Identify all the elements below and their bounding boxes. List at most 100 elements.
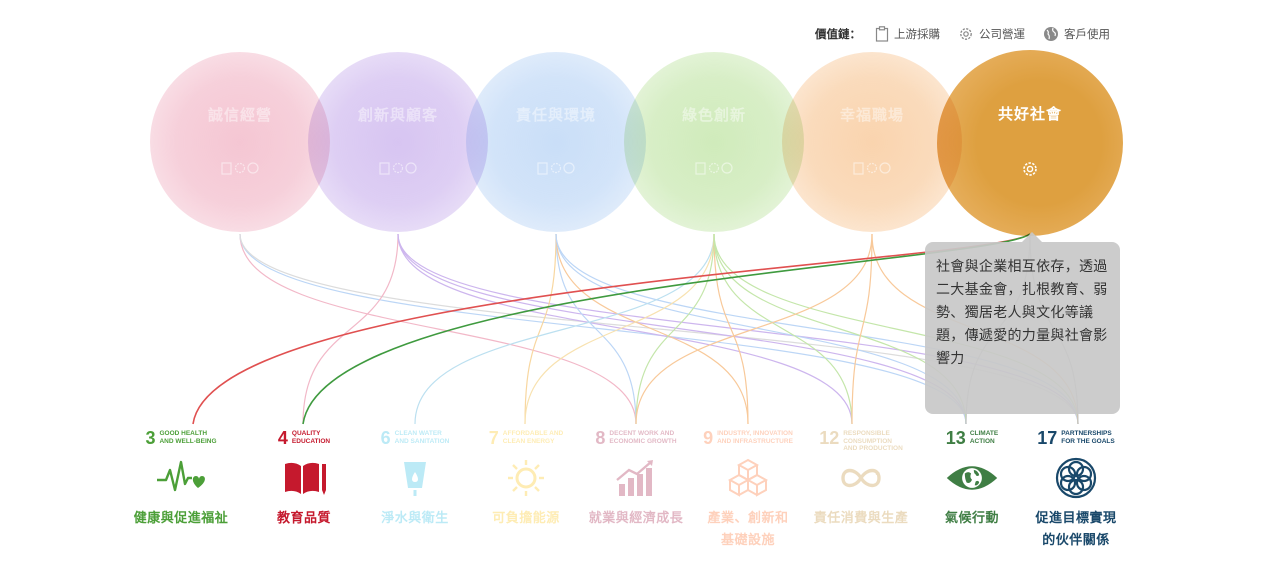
connection-curve [302, 233, 399, 425]
growth-chart-icon [609, 458, 663, 498]
sdg-subtitle: INDUSTRY, INNOVATION AND INFRASTRUCTURE [717, 430, 793, 445]
sdg-name: 氣候行動 [944, 511, 999, 526]
sdg-number: 8 [595, 428, 606, 448]
topic-circle-society[interactable]: 共好社會 [937, 50, 1123, 236]
sdg-subtitle: DECENT WORK AND ECONOMIC GROWTH [609, 430, 677, 445]
connection-curve [555, 233, 637, 425]
legend-item-operations[interactable]: 公司營運 [958, 26, 1025, 42]
sdg-number: 13 [945, 428, 966, 448]
eye-globe-icon [945, 458, 999, 498]
value-chain-icons [220, 161, 260, 175]
sdg-13-climate[interactable]: 13 CLIMATE ACTION 氣候行動 [917, 428, 1027, 530]
value-chain-icons [378, 161, 418, 175]
legend-item-upstream[interactable]: 上游採購 [875, 26, 940, 42]
heartbeat-icon [154, 458, 208, 498]
cubes-icon [721, 458, 775, 498]
connection-curve [397, 233, 967, 425]
sdg-number: 3 [145, 428, 156, 448]
sun-icon [499, 458, 553, 498]
globe-icon [1044, 27, 1058, 41]
connection-curve [239, 233, 967, 425]
connection-curve [713, 233, 749, 425]
sdg-header: 13 CLIMATE ACTION [917, 428, 1027, 450]
legend-item-label: 公司營運 [979, 27, 1025, 41]
topic-circle-innovation[interactable]: 創新與顧客 [308, 52, 488, 232]
topic-label: 責任與環境 [515, 105, 596, 124]
sdg-name: 產業、創新和 [707, 511, 789, 526]
sdg-header: 4 QUALITY EDUCATION [249, 428, 359, 450]
sdg-name-line2: 基礎設施 [720, 533, 775, 548]
connection-curve [555, 233, 749, 425]
sdg-number: 17 [1037, 428, 1058, 448]
gear-icon [960, 28, 972, 40]
sdg-header: 8 DECENT WORK AND ECONOMIC GROWTH [581, 428, 691, 450]
sdg-name: 可負擔能源 [492, 511, 560, 526]
sdg-name: 促進目標實現 [1035, 511, 1117, 526]
value-chain-icons [852, 161, 892, 175]
sdg-12-consumption[interactable]: 12 RESPONSIBLE CONSUMPTION AND PRODUCTION… [806, 428, 916, 530]
sdg-name: 就業與經濟成長 [588, 511, 684, 526]
connection-curve [713, 233, 853, 425]
sdg-number: 4 [277, 428, 288, 448]
highlight-connection-curve [302, 233, 1031, 425]
legend-item-customer[interactable]: 客戶使用 [1043, 26, 1110, 42]
topic-label: 共好社會 [997, 104, 1062, 123]
infinity-icon [834, 458, 888, 498]
sdg-header: 12 RESPONSIBLE CONSUMPTION AND PRODUCTION [806, 428, 916, 452]
sdg-4-education[interactable]: 4 QUALITY EDUCATION 教育品質 [249, 428, 359, 530]
sdg-subtitle: RESPONSIBLE CONSUMPTION AND PRODUCTION [843, 430, 903, 452]
sdg-subtitle: CLEAN WATER AND SANITATION [394, 430, 450, 445]
sdg-8-work[interactable]: 8 DECENT WORK AND ECONOMIC GROWTH 就業與經濟成長 [581, 428, 691, 530]
sdg-17-partnerships[interactable]: 17 PARTNERSHIPS FOR THE GOALS 促進目標實現 的伙伴關… [1021, 428, 1131, 552]
sdg-header: 6 CLEAN WATER AND SANITATION [360, 428, 470, 450]
value-chain-icons [536, 161, 576, 175]
sdg-name: 健康與促進福祉 [133, 511, 229, 526]
connection-curve [524, 233, 715, 425]
topic-circle-responsibility[interactable]: 責任與環境 [466, 52, 646, 232]
value-chain-icons [694, 161, 734, 175]
topic-circle-green[interactable]: 綠色創新 [624, 52, 804, 232]
sdg-9-industry[interactable]: 9 INDUSTRY, INNOVATION AND INFRASTRUCTURE… [693, 428, 803, 552]
sdg-number: 12 [819, 428, 840, 448]
sdg-name: 教育品質 [276, 511, 331, 526]
sdg-3-health[interactable]: 3 GOOD HEALTH AND WELL-BEING 健康與促進福祉 [126, 428, 236, 530]
tooltip-text: 社會與企業相互依存，透過二大基金會，扎根教育、弱勢、獨居老人與文化等議題，傳遞愛… [936, 259, 1108, 367]
topic-description-tooltip: 社會與企業相互依存，透過二大基金會，扎根教育、弱勢、獨居老人與文化等議題，傳遞愛… [925, 232, 1120, 414]
sdg-number: 9 [703, 428, 714, 448]
connection-curve [239, 233, 637, 425]
sdg-header: 17 PARTNERSHIPS FOR THE GOALS [1021, 428, 1131, 450]
sdg-header: 9 INDUSTRY, INNOVATION AND INFRASTRUCTURE [693, 428, 803, 450]
connection-curve [635, 233, 715, 425]
topic-label: 綠色創新 [681, 105, 746, 124]
connection-curve [635, 233, 873, 425]
topic-circle-workplace[interactable]: 幸福職場 [782, 52, 962, 232]
sdg-6-water[interactable]: 6 CLEAN WATER AND SANITATION 淨水與衛生 [360, 428, 470, 530]
legend-item-label: 客戶使用 [1064, 27, 1110, 41]
book-icon [277, 458, 331, 498]
sdg-name: 責任消費與生產 [813, 511, 909, 526]
sdg-7-energy[interactable]: 7 AFFORDABLE AND CLEAN ENERGY 可負擔能源 [471, 428, 581, 530]
connection-curve [851, 233, 873, 425]
legend-item-label: 上游採購 [894, 27, 940, 41]
sdg-header: 7 AFFORDABLE AND CLEAN ENERGY [471, 428, 581, 450]
sdg-number: 6 [380, 428, 391, 448]
highlight-connection-curve [192, 233, 1031, 425]
water-icon [388, 458, 442, 498]
sdg-subtitle: PARTNERSHIPS FOR THE GOALS [1061, 430, 1115, 445]
sdg-name-line2: 的伙伴關係 [1042, 533, 1110, 548]
legend-title: 價值鏈： [815, 27, 861, 41]
sdg-header: 3 GOOD HEALTH AND WELL-BEING [126, 428, 236, 450]
gear-icon [1021, 160, 1039, 178]
topic-circles: 誠信經營 創新與顧客 責任與環境 綠色創新 幸福職場 共好社會 [0, 0, 1266, 260]
connection-curve [397, 233, 853, 425]
topic-label: 創新與顧客 [357, 105, 438, 124]
connection-curve [414, 233, 715, 425]
topic-circle-integrity[interactable]: 誠信經營 [150, 52, 330, 232]
topic-label: 幸福職場 [839, 105, 904, 124]
topic-label: 誠信經營 [207, 105, 272, 124]
connection-curve [524, 233, 557, 425]
flower-icon [1049, 457, 1103, 499]
connection-curve [555, 233, 967, 425]
clipboard-icon [875, 26, 889, 42]
sdg-subtitle: AFFORDABLE AND CLEAN ENERGY [502, 430, 564, 445]
